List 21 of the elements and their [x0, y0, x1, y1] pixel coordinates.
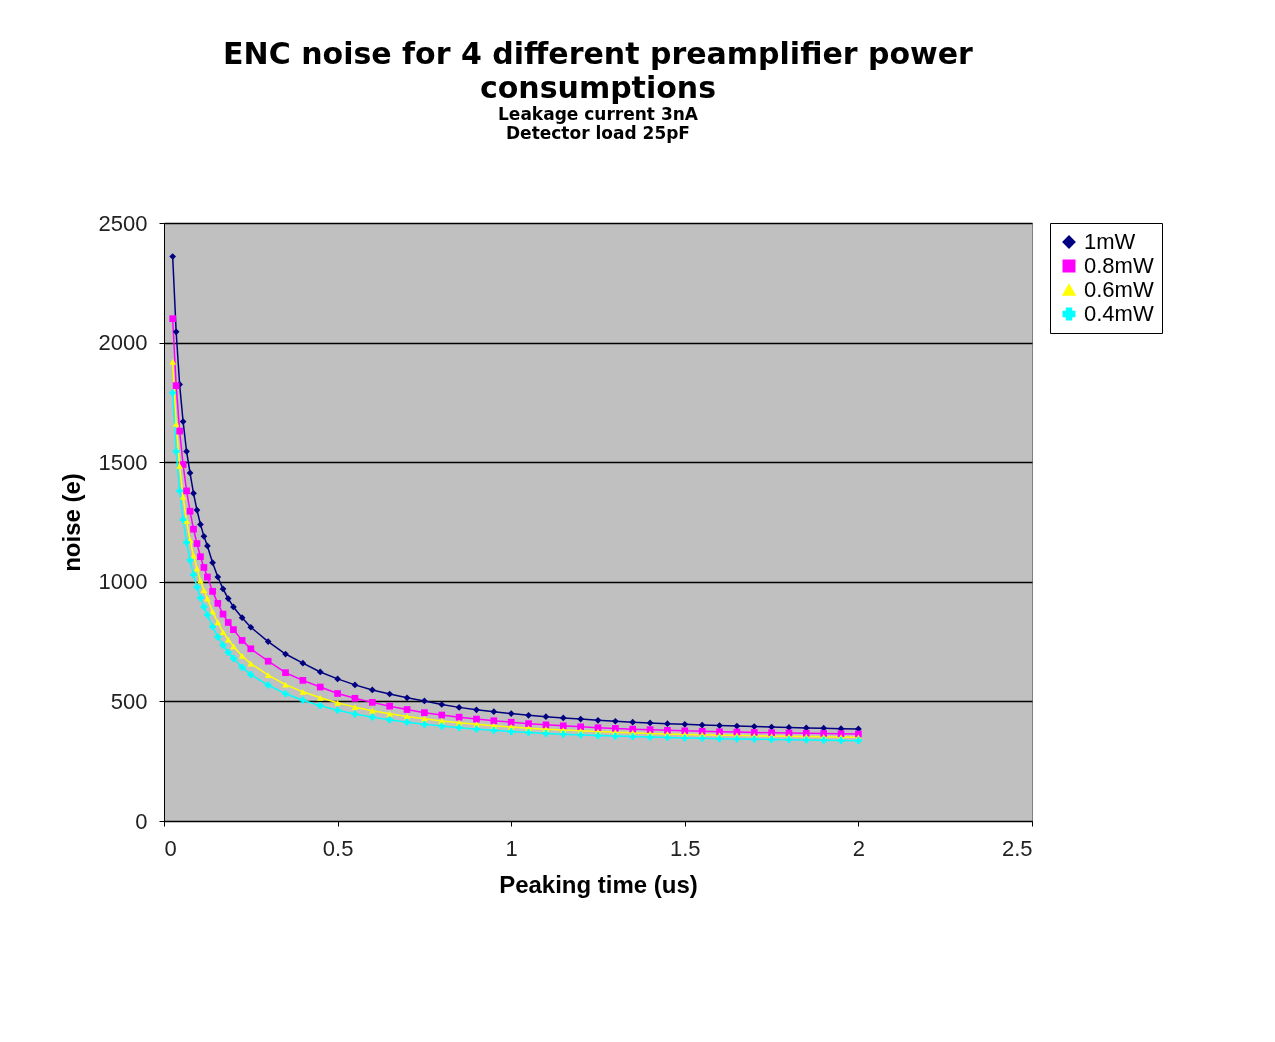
x-tick-label: 2.5	[1001, 835, 1033, 861]
y-tick-label: 2500	[98, 210, 148, 236]
x-tick-label: 0.5	[322, 835, 354, 861]
x-axis-title: Peaking time (us)	[499, 870, 698, 898]
legend-label: 0.6mW	[1084, 277, 1154, 302]
y-tick-label: 1000	[98, 569, 148, 595]
y-tick-label: 2000	[98, 330, 148, 356]
text: Leakage current 3nA	[498, 104, 698, 124]
x-tick-label: 1	[505, 835, 518, 861]
chart-title: ENC noise for 4 different preamplifier power consumptions	[223, 36, 974, 105]
x-tick-label: 1.5	[670, 835, 701, 861]
y-tick-label: 500	[110, 688, 148, 714]
y-axis-title: noise (e)	[57, 473, 85, 572]
legend-label: 1mW	[1084, 229, 1136, 254]
text: Detector load 25pF	[506, 123, 690, 143]
legend-label: 0.4mW	[1084, 301, 1154, 326]
y-tick-label: 1500	[98, 449, 148, 475]
x-tick-label: 2	[852, 835, 866, 861]
y-tick-label: 0	[135, 808, 148, 834]
legend-label: 0.8mW	[1084, 253, 1154, 278]
x-tick-label: 0	[164, 835, 177, 861]
